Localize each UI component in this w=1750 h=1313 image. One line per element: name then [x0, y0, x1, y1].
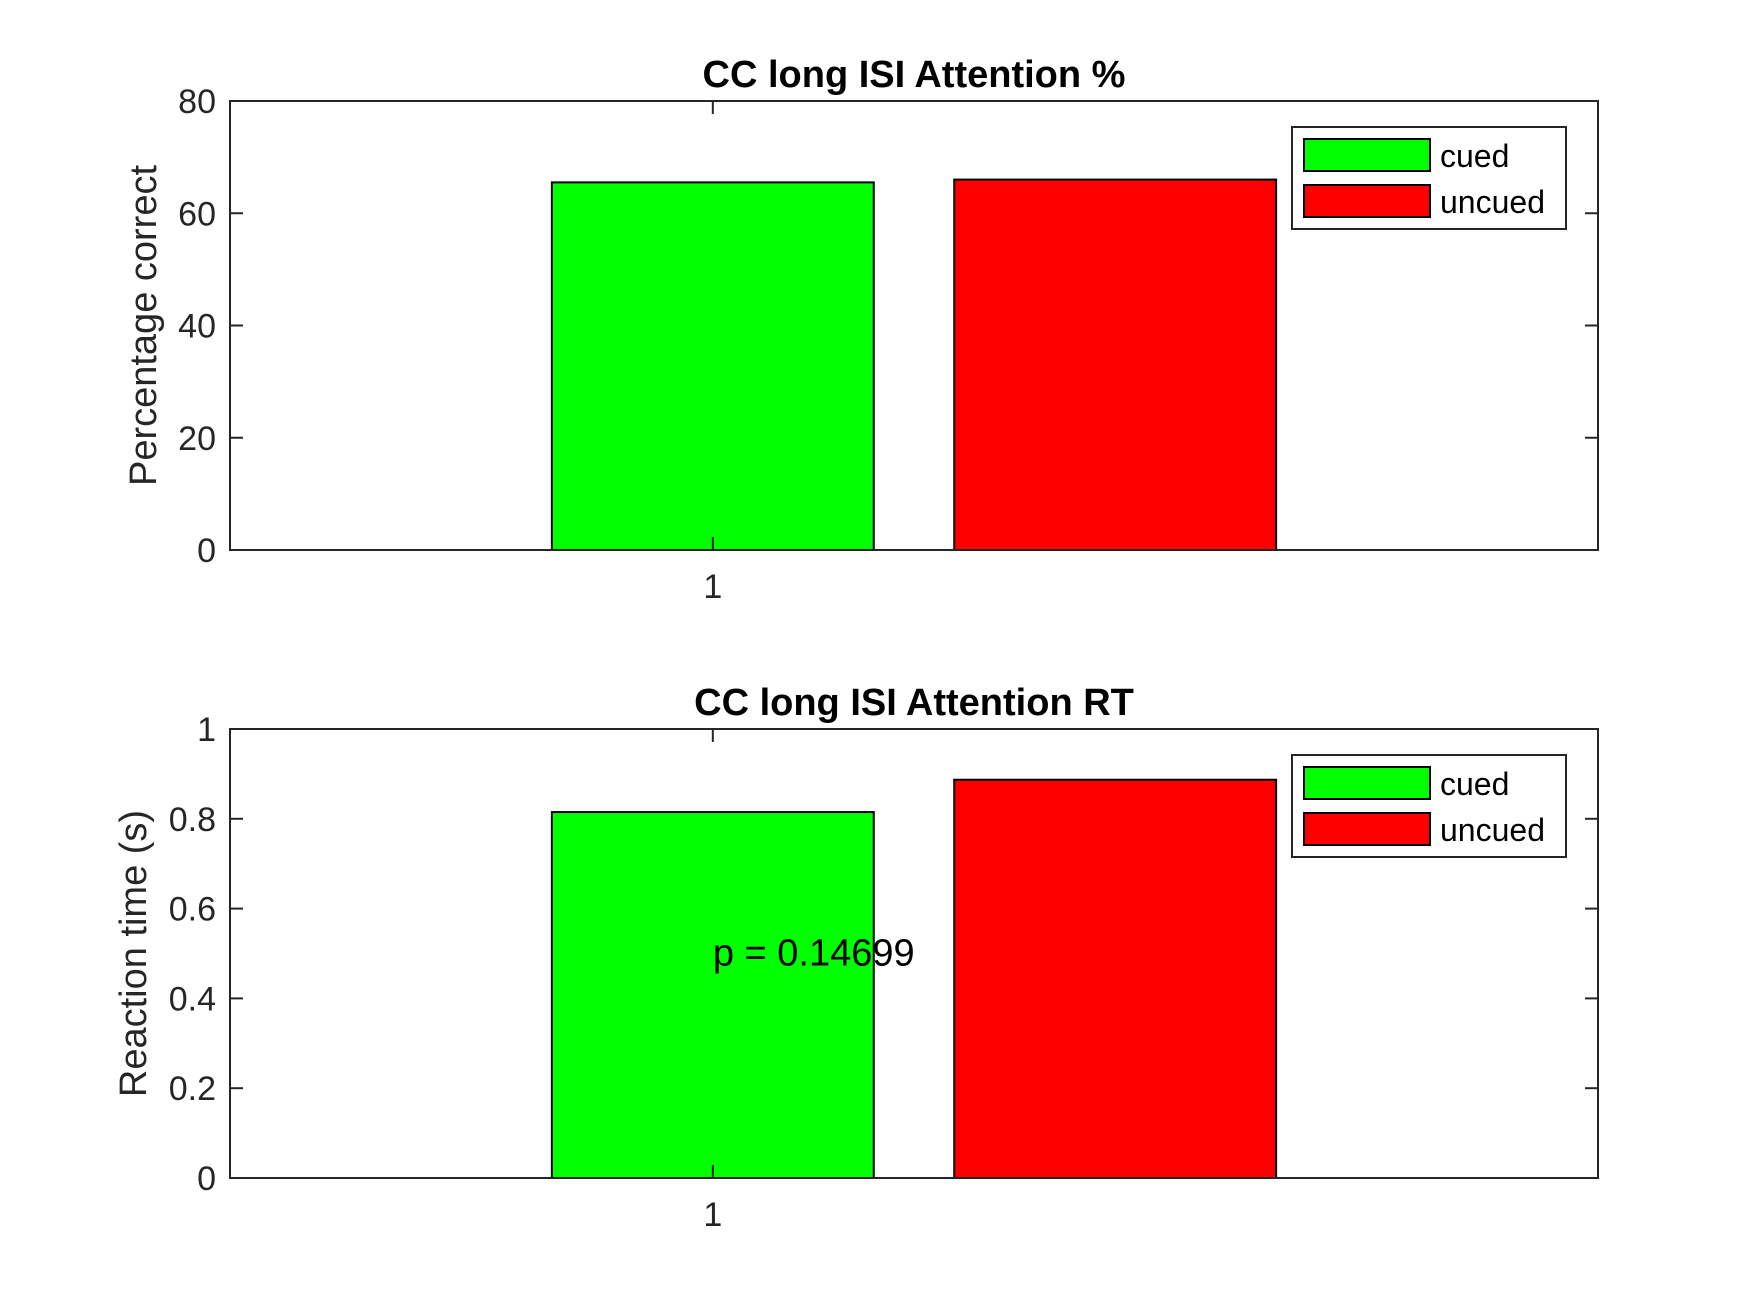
- bar-uncued: [953, 778, 1278, 1179]
- chart-percentage-correct: CC long ISI Attention % Percentage corre…: [123, 54, 1599, 606]
- y-tick-label: 0.8: [169, 801, 216, 839]
- y-tick-label: 0: [197, 1160, 216, 1198]
- legend-swatch-uncued: [1303, 812, 1431, 846]
- bar-cued: [550, 181, 875, 551]
- y-axis-label: Percentage correct: [123, 165, 165, 486]
- x-tick-label: 1: [703, 1196, 722, 1234]
- y-tick-label: 0.6: [169, 891, 216, 929]
- bar-cued: [550, 811, 875, 1179]
- legend-label-cued: cued: [1440, 766, 1509, 802]
- legend-swatch-uncued: [1303, 184, 1431, 218]
- p-value-annotation: p = 0.14699: [713, 933, 915, 975]
- y-tick-label: 20: [178, 420, 216, 458]
- y-tick-label: 40: [178, 308, 216, 346]
- y-tick-label: 0.4: [169, 980, 216, 1018]
- bar-uncued: [953, 178, 1278, 551]
- y-tick-label: 80: [178, 83, 216, 121]
- legend: cued uncued: [1291, 126, 1567, 230]
- y-tick-label: 0.2: [169, 1070, 216, 1108]
- legend-label-cued: cued: [1440, 138, 1509, 174]
- y-tick-label: 1: [197, 711, 216, 749]
- legend-label-uncued: uncued: [1440, 812, 1545, 848]
- chart-title: CC long ISI Attention %: [703, 54, 1126, 96]
- legend-label-uncued: uncued: [1440, 184, 1545, 220]
- legend: cued uncued: [1291, 754, 1567, 858]
- chart-reaction-time: CC long ISI Attention RT Reaction time (…: [113, 682, 1599, 1234]
- legend-swatch-cued: [1303, 138, 1431, 172]
- legend-swatch-cued: [1303, 766, 1431, 800]
- x-tick-label: 1: [703, 568, 722, 606]
- axes-box: [229, 728, 1599, 1179]
- y-axis-label: Reaction time (s): [113, 810, 155, 1097]
- chart-title: CC long ISI Attention RT: [694, 682, 1134, 724]
- y-tick-label: 60: [178, 195, 216, 233]
- y-tick-label: 0: [197, 532, 216, 570]
